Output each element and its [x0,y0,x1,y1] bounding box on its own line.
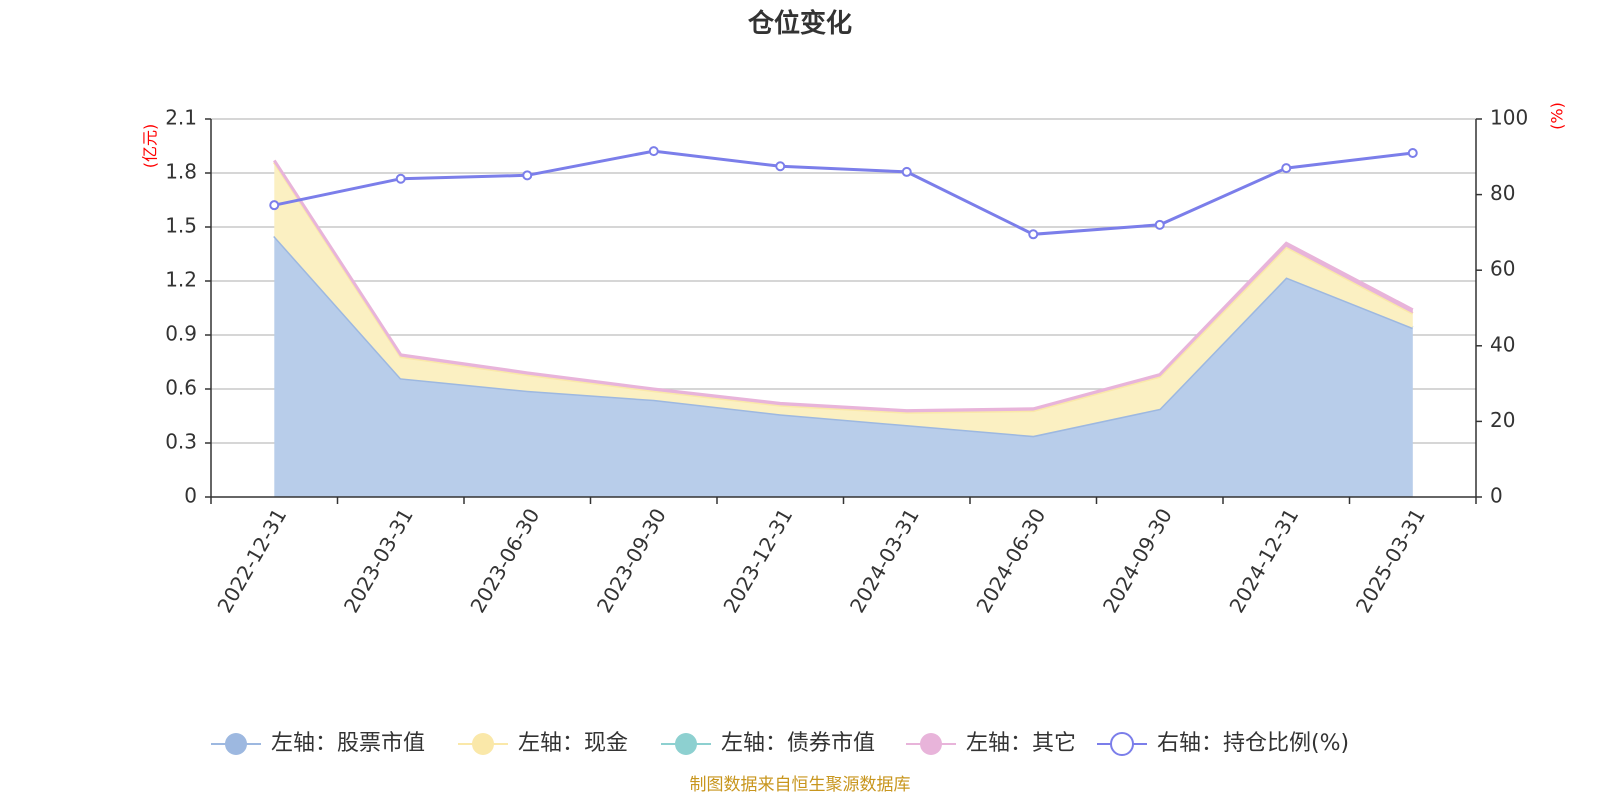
right-tick-label: 40 [1490,332,1515,356]
ratio-point [648,146,659,157]
right-tick-label: 60 [1490,257,1515,281]
left-axis-unit: (亿元) [141,124,160,169]
legend-marker [1110,732,1134,756]
legend-marker [472,733,494,755]
x-tick-label: 2023-03-31 [339,504,418,617]
right-tick-label: 20 [1490,408,1515,432]
right-tick-label: 0 [1490,484,1503,508]
legend-label: 左轴：其它 [966,731,1076,756]
area-fill [274,236,1413,497]
x-tick-label: 2023-09-30 [592,504,671,617]
stacked-areas [273,159,1414,497]
ratio-line [273,149,1413,236]
left-tick-label: 1.2 [165,268,197,292]
left-tick-label: 0.6 [165,376,197,400]
legend-item: 左轴：其它 [906,731,1076,756]
x-tick-label: 2023-12-31 [718,504,797,617]
ratio-point [269,200,280,211]
ratio-point [1154,219,1165,230]
x-tick-label: 2024-03-31 [845,504,924,617]
ratio-point [1281,163,1292,174]
legend-item: 左轴：债券市值 [661,731,875,756]
legend-marker [920,733,942,755]
x-tick-label: 2023-06-30 [465,504,544,617]
ratio-point [395,173,406,184]
ratio-line-series [269,146,1418,240]
right-axis-unit: (%) [1548,102,1567,130]
area-edge-line [273,159,1414,413]
legend-item: 左轴：股票市值 [211,731,425,756]
legend-item: 右轴：持仓比例(%) [1097,731,1349,756]
legend-label: 左轴：现金 [518,731,628,756]
legend-label: 左轴：债券市值 [721,731,875,756]
ratio-point [1407,148,1418,159]
legend: 左轴：股票市值 左轴：现金 左轴：债券市值 左轴：其它 右轴：持仓比例(%) [211,731,1349,756]
x-tick-label: 2024-12-31 [1224,504,1303,617]
left-tick-label: 0 [184,484,197,508]
x-tick-label: 2025-03-31 [1351,504,1430,617]
right-tick-label: 80 [1490,181,1515,205]
x-tick-label: 2024-09-30 [1098,504,1177,617]
legend-label: 右轴：持仓比例(%) [1157,731,1349,756]
left-tick-label: 0.3 [165,430,197,454]
legend-label: 左轴：股票市值 [271,731,425,756]
right-tick-label: 100 [1490,106,1528,130]
ratio-point [901,166,912,177]
legend-item: 左轴：现金 [458,731,628,756]
legend-marker [675,733,697,755]
chart-title: 仓位变化 [747,8,852,39]
left-tick-label: 0.9 [165,322,197,346]
left-tick-label: 2.1 [165,106,197,130]
left-tick-label: 1.8 [165,160,197,184]
legend-marker [225,733,247,755]
ratio-point [1028,229,1039,240]
data-source-note: 制图数据来自恒生聚源数据库 [690,775,911,795]
left-tick-label: 1.5 [165,214,197,238]
ratio-point [522,170,533,181]
x-tick-label: 2022-12-31 [212,504,291,617]
x-tick-label: 2024-06-30 [971,504,1050,617]
ratio-point [775,161,786,172]
